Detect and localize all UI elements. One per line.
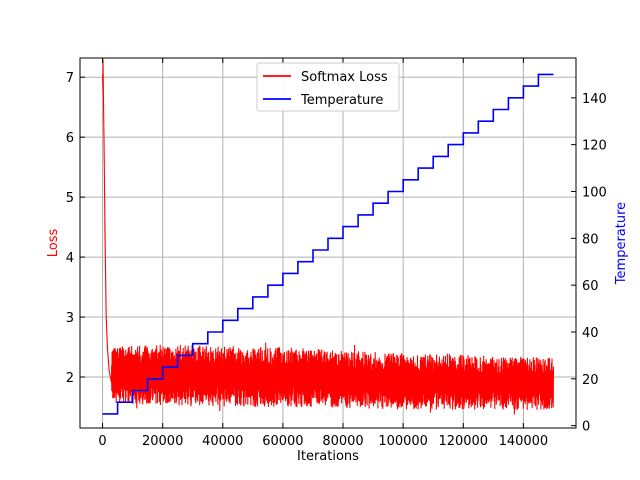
x-tick-label: 140000 bbox=[499, 434, 549, 449]
x-tick-label: 0 bbox=[98, 434, 106, 449]
axes-frame bbox=[79, 57, 577, 429]
softmax-loss-line bbox=[101, 59, 555, 415]
x-tick-label: 40000 bbox=[202, 434, 243, 449]
y-right-tick-label: 40 bbox=[582, 326, 599, 341]
legend: Softmax Loss Temperature bbox=[256, 62, 400, 112]
y-left-tick-label: 4 bbox=[66, 251, 74, 266]
y-left-tick-label: 7 bbox=[66, 71, 74, 86]
legend-entry: Softmax Loss bbox=[301, 70, 388, 85]
x-axis-label: Iterations bbox=[297, 449, 359, 464]
y-right-tick-label: 20 bbox=[582, 373, 599, 388]
y-left-tick-label: 3 bbox=[66, 311, 74, 326]
legend-box bbox=[256, 62, 400, 112]
x-tick-label: 20000 bbox=[142, 434, 183, 449]
x-tick-label: 80000 bbox=[322, 434, 363, 449]
x-tick-label: 100000 bbox=[378, 434, 428, 449]
y-left-tick-label: 6 bbox=[66, 131, 74, 146]
y-right-tick-label: 80 bbox=[582, 232, 599, 247]
x-tick-label: 60000 bbox=[262, 434, 303, 449]
y-axis-right-label: Temperature bbox=[614, 202, 629, 285]
y-right-tick-label: 60 bbox=[582, 279, 599, 294]
legend-entry: Temperature bbox=[300, 93, 383, 108]
x-tick-label: 120000 bbox=[438, 434, 488, 449]
ticks: 0 20000 40000 60000 80000 100000 120000 140000 2… bbox=[66, 58, 607, 449]
y-right-tick-label: 0 bbox=[582, 420, 590, 435]
y-left-tick-label: 5 bbox=[66, 191, 74, 206]
y-left-tick-label: 2 bbox=[66, 371, 74, 386]
y-right-tick-label: 120 bbox=[582, 139, 607, 154]
y-axis-left-label: Loss bbox=[46, 229, 61, 258]
temperature-line bbox=[102, 73, 554, 415]
y-right-tick-label: 140 bbox=[582, 92, 607, 107]
y-right-tick-label: 100 bbox=[582, 185, 607, 200]
plot-area bbox=[101, 59, 555, 415]
